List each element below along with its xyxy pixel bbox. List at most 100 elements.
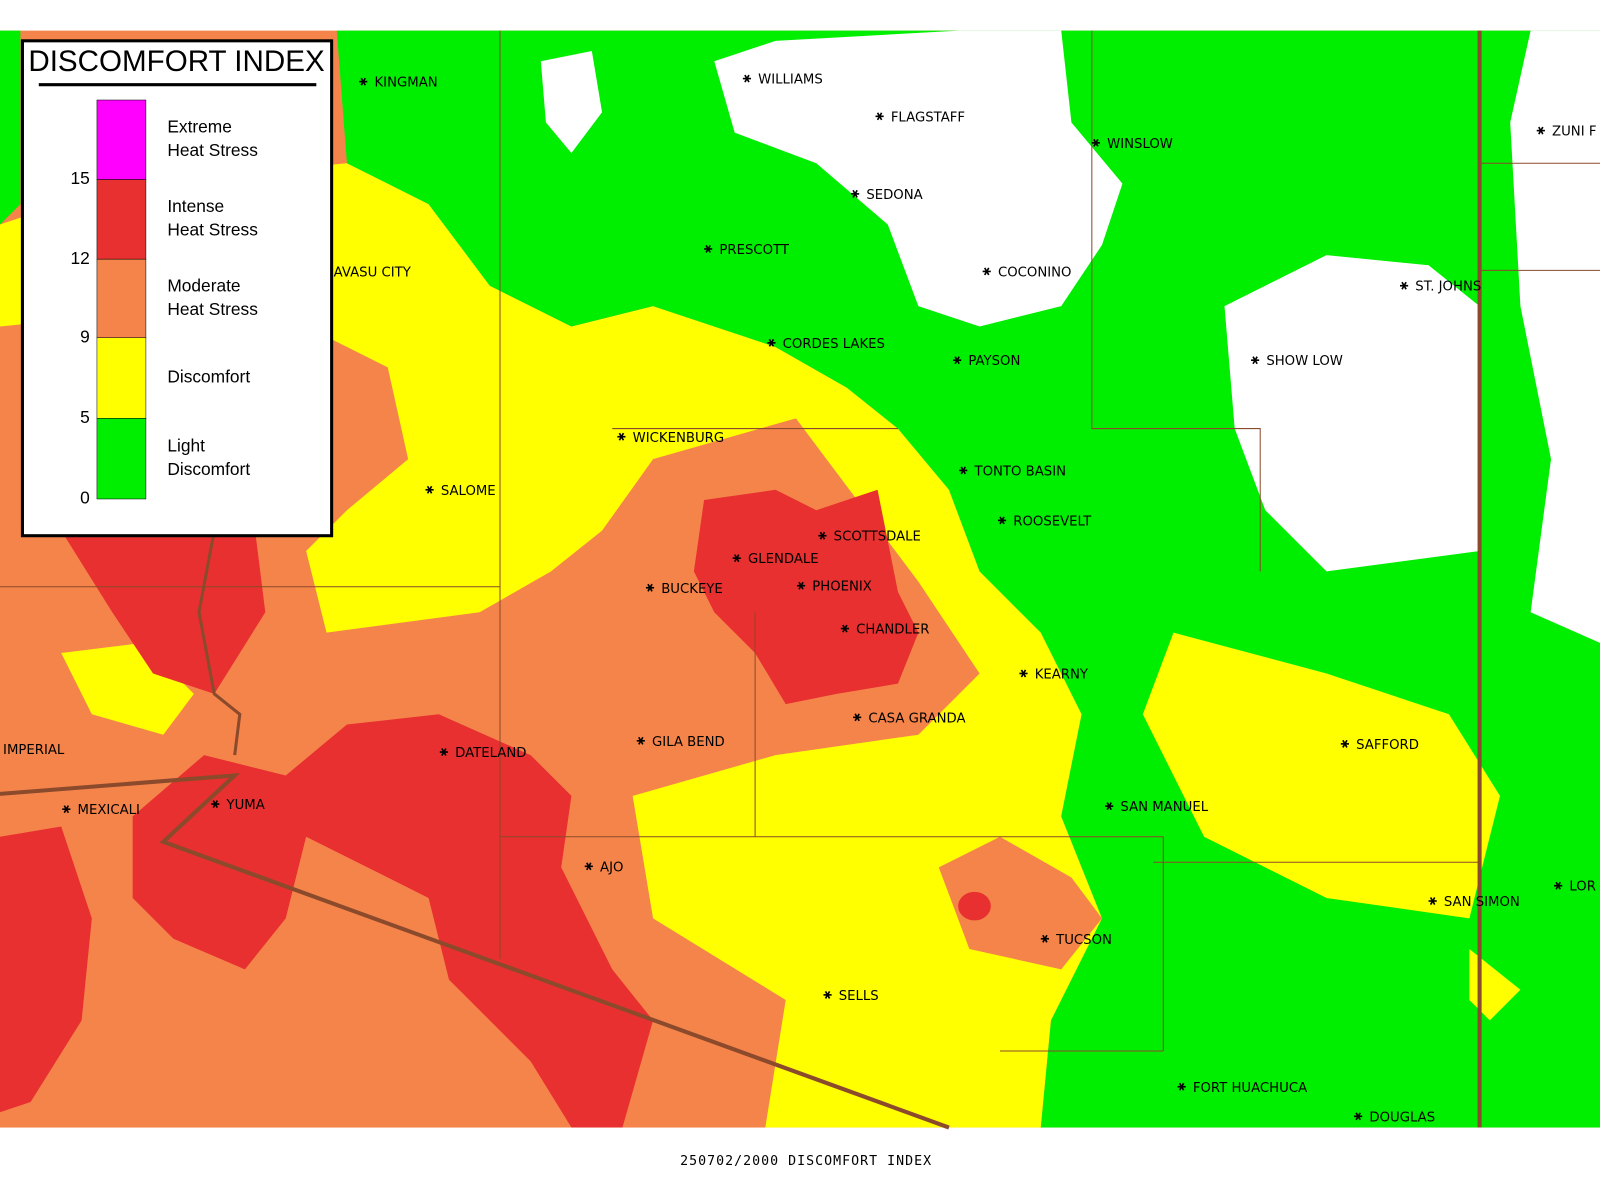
legend-label: Heat Stress	[167, 299, 258, 319]
city-marker	[999, 516, 1005, 525]
city-label: SELLS	[839, 989, 879, 1004]
city: DOUGLAS	[1354, 1110, 1435, 1125]
city-label: PHOENIX	[812, 580, 872, 595]
city-marker	[852, 189, 858, 198]
city-marker	[876, 112, 883, 121]
city: WICKENBURG	[617, 431, 724, 446]
city: YUMA	[211, 798, 265, 813]
legend-label: Heat Stress	[167, 220, 258, 240]
city-label: ROOSEVELT	[1013, 514, 1092, 529]
city: GLENDALE	[732, 552, 819, 567]
city-label: ZUNI F	[1552, 125, 1596, 140]
city-label: SCOTTSDALE	[834, 530, 921, 545]
city-label: KEARNY	[1035, 667, 1089, 682]
city-marker	[824, 990, 831, 999]
city: AJO	[584, 860, 623, 875]
city-marker	[441, 748, 447, 756]
legend-swatch	[96, 258, 147, 339]
no-data-area	[540, 51, 603, 154]
no-data-area	[714, 30, 1123, 327]
city-label: TUCSON	[1055, 933, 1112, 948]
legend-tick: 9	[80, 326, 90, 346]
zone-discomfort	[1142, 632, 1500, 919]
city: PAYSON	[953, 354, 1020, 369]
city-marker	[819, 531, 826, 540]
city: BUCKEYE	[645, 582, 723, 597]
legend-label: Light	[167, 436, 205, 456]
city: COCONINO	[982, 265, 1071, 280]
city-label: KINGMAN	[374, 76, 437, 91]
legend-label: Extreme	[167, 117, 232, 137]
city-marker	[1042, 934, 1048, 943]
city: SEDONA	[851, 188, 923, 203]
city-marker	[647, 583, 653, 592]
city-marker	[1538, 126, 1544, 135]
city: CORDES LAKES	[767, 337, 885, 352]
city-label: MEXICALI	[78, 803, 140, 818]
city-marker	[360, 77, 367, 86]
city: SCOTTSDALE	[818, 530, 921, 545]
city-marker	[1106, 802, 1112, 811]
legend-swatch	[96, 99, 147, 180]
city-marker	[842, 624, 848, 633]
city-marker	[1093, 138, 1099, 147]
city: FLAGSTAFF	[875, 110, 965, 125]
city-label: CASA GRANDA	[868, 711, 965, 726]
city-marker	[426, 485, 433, 494]
city: SALOME	[425, 484, 496, 499]
city-marker	[1020, 669, 1027, 678]
city: ZUNI F	[1536, 125, 1596, 140]
city-marker	[768, 338, 775, 347]
city: KEARNY	[1019, 667, 1089, 682]
legend-items: Extreme Heat Stress Intense Heat Stress Mode…	[71, 99, 258, 508]
city: PHOENIX	[796, 580, 872, 595]
city-label: GLENDALE	[748, 552, 819, 567]
legend-title: DISCOMFORT INDEX	[28, 45, 325, 78]
city: SAN SIMON	[1428, 895, 1520, 910]
zone-intense	[0, 826, 92, 1113]
zone-light	[0, 30, 21, 225]
zone-intense	[693, 489, 919, 705]
city-label: BUCKEYE	[661, 582, 723, 597]
legend-label: Discomfort	[167, 459, 250, 479]
city: FORT HUACHUCA	[1177, 1081, 1307, 1096]
city-label: CORDES LAKES	[783, 337, 885, 352]
city: WILLIAMS	[742, 73, 823, 88]
city-label: TONTO BASIN	[973, 464, 1066, 479]
city-marker	[1401, 281, 1407, 290]
city-label: CHANDLER	[856, 623, 929, 638]
legend: DISCOMFORT INDEX Extreme Heat Stress Inten…	[20, 39, 334, 538]
city-label: FORT HUACHUCA	[1193, 1081, 1307, 1096]
city: TUCSON	[1040, 933, 1112, 948]
city-marker	[1555, 881, 1561, 890]
city-marker	[1252, 356, 1258, 365]
city: PRESCOTT	[704, 243, 790, 258]
city-label: DOUGLAS	[1369, 1110, 1435, 1125]
city: SELLS	[823, 989, 879, 1004]
city-marker	[854, 713, 860, 722]
city-label: SHOW LOW	[1266, 354, 1343, 369]
legend-label: Discomfort	[167, 367, 250, 387]
no-data-area	[1510, 30, 1600, 643]
city-marker	[63, 805, 70, 814]
city-label: WINSLOW	[1107, 137, 1173, 152]
city-label: AVASU CITY	[334, 265, 412, 280]
city: ST. JOHNS	[1400, 280, 1481, 295]
zone-intense	[958, 891, 991, 921]
zone-discomfort	[0, 163, 1103, 1128]
city: SAFFORD	[1340, 738, 1419, 753]
city-label: LOR	[1569, 880, 1596, 895]
city-marker	[983, 267, 990, 276]
legend-label: Moderate	[167, 275, 240, 295]
zone-intense	[132, 714, 654, 1128]
zone-discomfort	[1469, 948, 1521, 1021]
map-fills	[0, 30, 1600, 1128]
city-marker	[954, 356, 960, 365]
legend-swatch	[96, 179, 147, 260]
city: ROOSEVELT	[997, 514, 1092, 529]
city-marker	[744, 74, 750, 83]
caption: 250702/2000 DISCOMFORT INDEX	[680, 1154, 932, 1169]
city-marker	[733, 554, 740, 563]
legend-label: Heat Stress	[167, 140, 258, 160]
city-label: WILLIAMS	[758, 73, 823, 88]
